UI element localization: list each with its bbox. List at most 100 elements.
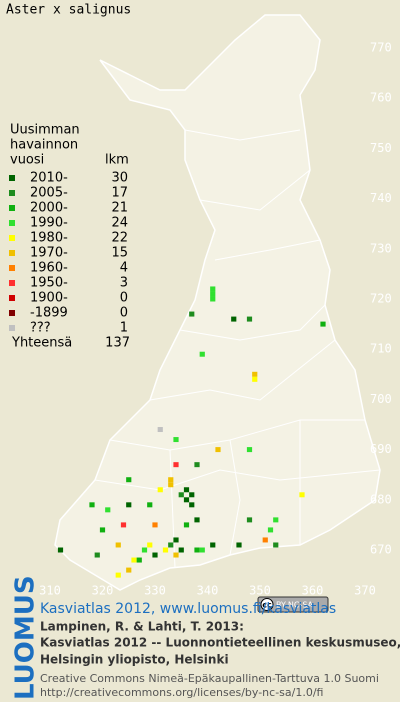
occurrence-square [168,542,174,548]
map-outline [54,14,381,591]
occurrence-square [273,517,279,523]
citation: Lampinen, R. & Lahti, T. 2013: [40,620,244,634]
occurrence-square [115,572,121,578]
occurrence-square [194,547,200,553]
occurrence-square [94,552,100,558]
legend-label: 1980- [30,231,68,246]
occurrence-square [246,447,253,453]
occurrence-square [215,447,221,453]
citation: Helsingin yliopisto, Helsinki [40,653,229,667]
legend-count: 17 [111,186,128,201]
occurrence-square [189,492,195,498]
legend-count-header: lkm [105,153,129,168]
legend-count: 30 [111,171,128,186]
occurrence-square [199,547,205,553]
occurrence-square [173,552,179,558]
occurrence-square [173,437,179,443]
legend-header: vuosi [10,153,44,168]
occurrence-square [189,502,195,508]
occurrence-square [126,477,132,483]
credits-link: Kasviatlas 2012, www.luomus.fi/kasviatla… [40,601,336,617]
occurrence-square [210,296,216,302]
y-tick-label: 710 [370,342,392,356]
occurrence-square [199,351,205,357]
legend-label: 2000- [30,201,68,216]
occurrence-square [136,557,142,563]
badge-box [257,596,329,613]
legend-total: 137 [105,336,130,351]
license: http://creativecommons.org/licenses/by-n… [40,686,323,699]
legend-swatch [9,190,15,196]
occurrence-square [115,542,121,548]
legend-count: 0 [120,291,128,306]
occurrence-square [267,527,274,533]
x-tick-label: 310 [39,584,61,598]
legend-label: -1899 [30,306,68,321]
occurrence-square [194,462,200,468]
occurrence-square [246,316,253,322]
x-tick-label: 350 [249,584,271,598]
legend-count: 1 [120,321,128,336]
occurrence-square [183,522,190,528]
y-tick-label: 770 [370,41,392,55]
legend-label: 2005- [30,186,68,201]
legend-swatch [9,295,15,301]
occurrence-square [57,547,64,553]
occurrence-square [152,552,158,558]
occurrence-square [120,522,127,528]
occurrence-square [147,502,153,508]
legend-label: 2010- [30,171,68,186]
legend-swatch [9,175,15,181]
legend-label: 1970- [30,246,68,261]
legend-swatch [9,310,15,316]
occurrence-square [194,517,200,523]
x-tick-label: 370 [354,584,376,598]
occurrence-square [105,507,111,513]
occurrence-square [89,502,95,508]
occurrence-square [231,316,237,322]
legend-swatch [9,220,15,226]
occurrence-square [157,487,163,493]
occurrence-square [173,462,179,468]
legend-swatch [9,280,15,286]
legend-count: 21 [111,201,128,216]
occurrence-square [168,482,174,488]
occurrence-square [210,291,216,297]
x-tick-label: 340 [197,584,219,598]
occurrence-square [210,542,216,548]
occurrences [57,286,326,578]
y-tick-label: 750 [370,141,392,155]
occurrence-square [320,321,326,327]
legend-label: 1900- [30,291,68,306]
occurrence-square [246,517,253,523]
legend-count: 15 [111,246,128,261]
occurrence-square [252,376,258,382]
title: Aster x salignus [6,3,131,18]
legend-swatch [9,205,15,211]
badge-circle [260,598,274,611]
legend-total-label: Yhteensä [11,336,72,351]
x-tick-label: 330 [144,584,166,598]
occurrence-square [99,527,106,533]
region-borders [94,129,381,569]
badge-text: BY-NC-SA [276,601,314,610]
y-tick-label: 740 [370,191,392,205]
occurrence-square [178,547,184,553]
occurrence-square [210,286,216,292]
occurrence-square [273,542,279,548]
occurrence-square [173,537,179,543]
license: Creative Commons Nimeä-Epäkaupallinen-Ta… [40,672,379,685]
y-tick-label: 730 [370,241,392,255]
license-badge: cc BY-NC-SA [257,596,329,613]
occurrence-square [299,492,305,498]
occurrence-square [126,502,132,508]
legend-count: 4 [120,261,128,276]
legend-label: 1950- [30,276,68,291]
y-tick-label: 680 [370,492,392,506]
y-tick-label: 700 [370,392,392,406]
occurrence-square [162,547,169,553]
badge-symbol: cc [262,601,272,610]
occurrence-square [157,427,163,433]
occurrence-square [252,371,258,377]
